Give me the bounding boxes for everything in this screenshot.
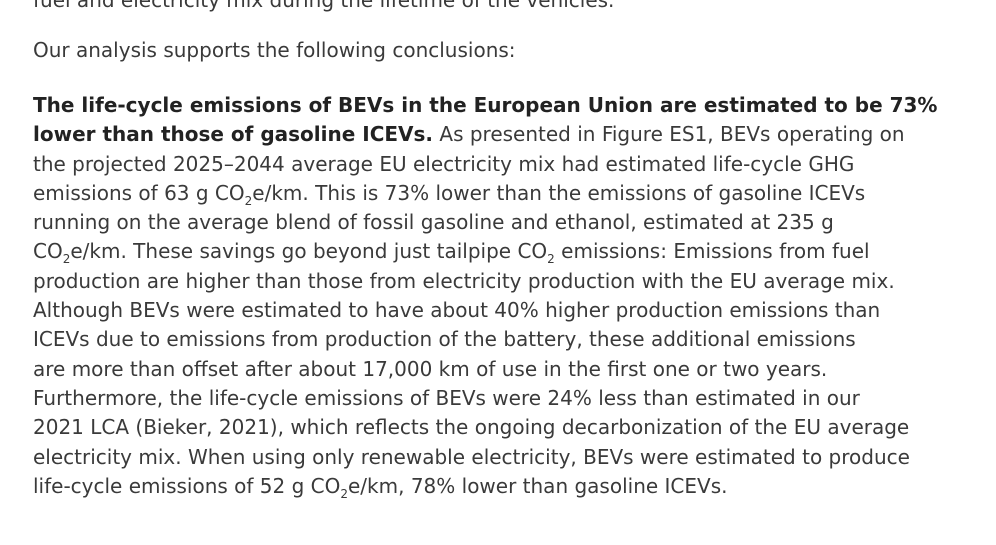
paragraph-line-3: the projected 2025–2044 average EU elect… [33, 151, 855, 176]
line-14-part-a: life-cycle emissions of 52 g CO [33, 473, 341, 498]
co2-subscript: 2 [340, 486, 348, 501]
line-6-part-c: emissions: Emissions from fuel [554, 239, 870, 264]
intro-line: Our analysis supports the following conc… [33, 38, 516, 62]
paragraph-line-12: 2021 LCA (Bieker, 2021), which reflects … [33, 415, 910, 440]
paragraph-line-10: are more than offset after about 17,000 … [33, 356, 828, 381]
line-6-part-b: e/km. These savings go beyond just tailp… [70, 239, 548, 264]
line-14-part-b: e/km, 78% lower than gasoline ICEVs. [348, 473, 728, 498]
intro-paragraph: Our analysis supports the following conc… [33, 36, 516, 65]
conclusion-heading-line-2: lower than those of gasoline ICEVs. [33, 122, 434, 147]
paragraph-line-6: CO2e/km. These savings go beyond just ta… [33, 237, 937, 266]
co2-subscript: 2 [62, 252, 71, 267]
paragraph-line-8: Although BEVs were estimated to have abo… [33, 298, 881, 323]
conclusion-paragraph: The life-cycle emissions of BEVs in the … [33, 91, 937, 501]
paragraph-line-4: emissions of 63 g CO2e/km. This is 73% l… [33, 179, 937, 208]
paragraph-line-13: electricity mix. When using only renewab… [33, 444, 910, 469]
conclusion-heading-line-1: The life-cycle emissions of BEVs in the … [33, 93, 938, 117]
paragraph-line-14: life-cycle emissions of 52 g CO2e/km, 78… [33, 472, 937, 501]
paragraph-line-2: lower than those of gasoline ICEVs. As p… [33, 120, 937, 149]
paragraph-line-2-text: As presented in Figure ES1, BEVs operati… [433, 122, 905, 147]
line-6-part-a: CO [33, 239, 63, 264]
co2-subscript: 2 [547, 252, 555, 267]
paragraph-line-9: ICEVs due to emissions from production o… [33, 327, 856, 352]
paragraph-line-7: production are higher than those from el… [33, 268, 895, 293]
line-4-part-a: emissions of 63 g CO [33, 180, 245, 205]
line-4-part-b: e/km. This is 73% lower than the emissio… [252, 180, 866, 205]
paragraph-line-5: running on the average blend of fossil g… [33, 210, 834, 235]
co2-subscript: 2 [244, 193, 253, 208]
paragraph-line-11: Furthermore, the life-cycle emissions of… [33, 385, 860, 410]
cut-off-text-line: fuel and electricity mix during the life… [33, 0, 615, 12]
